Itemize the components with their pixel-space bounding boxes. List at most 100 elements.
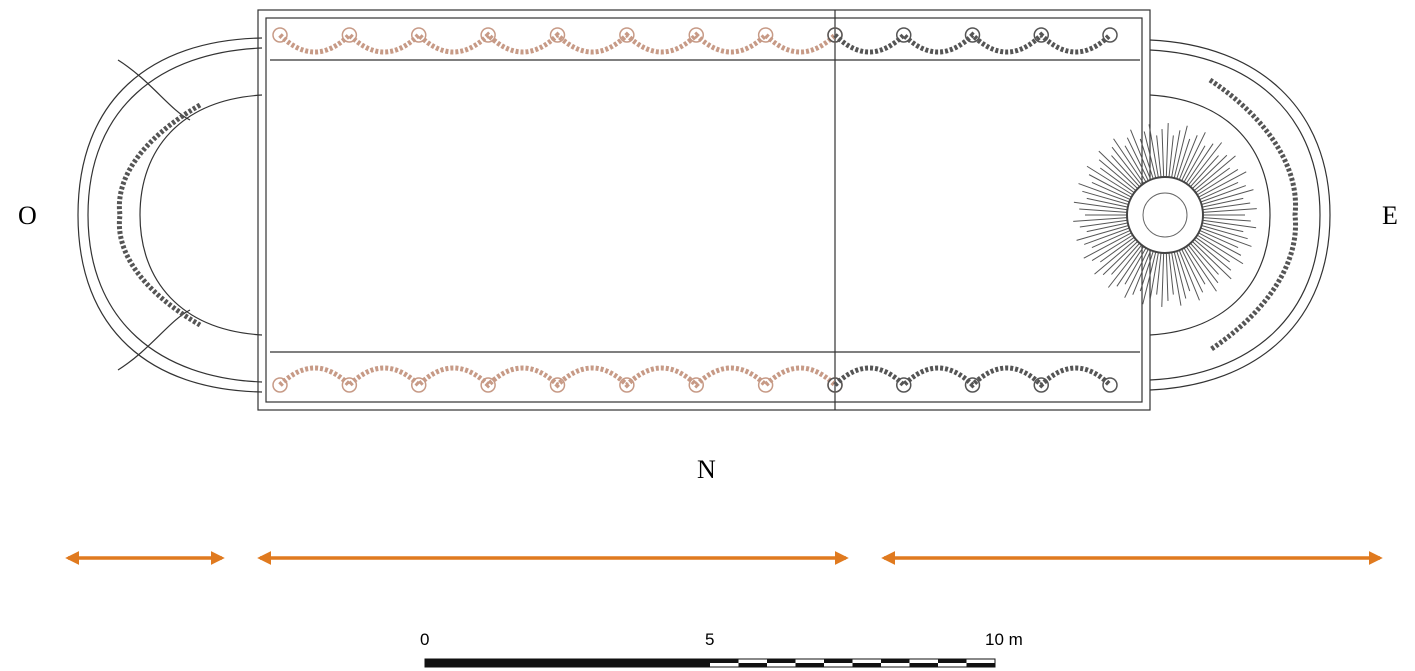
sunburst-ray [1195,167,1231,194]
sunburst-ray [1190,242,1219,275]
sunburst-ray [1084,227,1130,245]
garland [833,365,1112,389]
sunburst-ray [1142,251,1157,305]
rosette [619,377,635,393]
rosette [1102,27,1118,43]
sunburst-ray [1116,246,1145,287]
sunburst-ray [1111,146,1142,186]
sunburst-ray [1098,150,1139,189]
sunburst-ray [1185,246,1217,292]
sunburst-ray [1201,224,1248,240]
rosette [896,377,912,393]
scale-bar [424,658,996,668]
west-apse-outer [77,37,263,393]
scale-label: 0 [420,630,429,649]
sunburst-ray [1196,234,1244,265]
sunburst-ray [1185,143,1214,184]
sunburst-ray [1156,252,1162,295]
inner-frame [265,17,1143,403]
sunburst-ray [1178,250,1200,301]
garland [1208,77,1299,353]
sunburst-ray [1176,250,1191,292]
compass-north: N [697,455,716,484]
scale-label: 5 [705,630,714,649]
sunburst-ray [1107,244,1142,288]
rosette [549,377,566,393]
sunburst-ray [1201,189,1254,206]
sunburst-ray [1188,244,1219,284]
sunburst-ray [1161,129,1165,178]
rosette [757,377,774,393]
rosette [1033,27,1049,43]
sunburst-ray [1195,236,1231,263]
sunburst-ray [1091,182,1131,201]
sunburst-ray [1198,171,1247,198]
rosette [272,27,288,43]
ornaments [116,27,1299,393]
apse-panel [117,59,191,371]
garland [278,31,837,55]
sunburst-ray [1111,242,1140,275]
sunburst-ray [1073,201,1128,211]
scale-bar-segment [767,659,796,663]
rosette [549,27,566,43]
scale-label: 10 m [985,630,1023,649]
garland [833,31,1112,55]
rosette [272,377,288,393]
sunburst-ray [1079,208,1128,213]
rosette [619,27,635,43]
garland [116,102,202,328]
rosette [411,377,427,393]
sunburst-ray [1139,138,1154,180]
scale-bar-segment [909,663,938,667]
sunburst-ray [1196,169,1239,196]
sunburst-ray [1190,155,1219,188]
rosette [757,27,774,43]
scale-bar-segment [966,663,995,667]
sunburst-ray [1193,155,1236,191]
scale-bar-segment [738,663,767,667]
rosette [964,377,981,393]
sunburst-ray [1132,250,1152,295]
sunburst-ray [1188,142,1223,186]
sunburst-ray [1073,217,1128,222]
sunburst-ray [1191,154,1228,189]
sunburst-ray [1124,248,1149,298]
sunburst-ray [1124,247,1147,285]
sunburst-ray [1183,247,1206,285]
sunburst-ray [1202,217,1251,222]
sunburst-ray [1168,135,1174,178]
sunburst-center [1126,176,1204,254]
sunburst-ray [1086,222,1128,233]
sunburst-ray [1165,252,1169,301]
sunburst-ray [1086,197,1128,208]
sunburst-ray [1199,229,1239,248]
rosette [411,27,427,43]
sunburst-ray [1126,137,1149,182]
sunburst-ray [1094,239,1137,275]
sunburst-ray [1086,165,1134,196]
sunburst-ray [1202,202,1251,211]
sunburst-ray [1091,234,1134,261]
sunburst-ray [1102,241,1139,276]
west-apse-inner [139,94,263,336]
sunburst-ray [1091,229,1131,248]
compass-east: E [1382,201,1398,230]
scale-bar-segment [710,659,739,663]
sunburst-ray [1088,174,1132,198]
sunburst-ray [1165,123,1169,178]
rosette [964,27,981,43]
garland [278,365,837,389]
sunburst-ray [1083,232,1132,259]
outer-frame [257,9,1151,411]
sunburst-ray [1171,130,1181,178]
rosette [480,377,496,393]
sunburst-ray [1098,159,1137,191]
scale-bar-segment [938,659,967,663]
sunburst-ray [1099,167,1135,194]
sunburst-ray [1113,138,1145,184]
rosette [827,377,843,393]
sunburst-ray [1143,131,1157,179]
scale-bar-segment [881,659,910,663]
